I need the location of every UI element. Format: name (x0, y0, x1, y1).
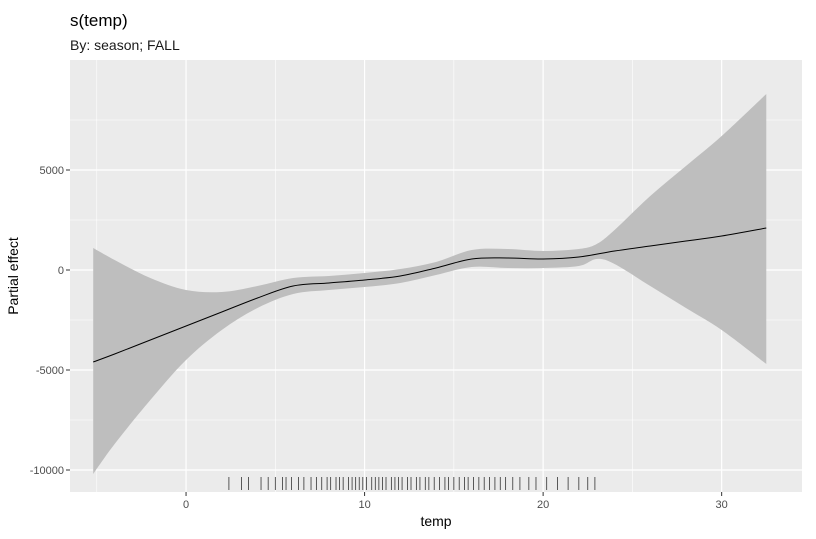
y-tick-label: -10000 (30, 465, 64, 477)
rug-marks (228, 477, 596, 490)
chart-subtitle: By: season; FALL (70, 37, 180, 53)
x-tick-label: 20 (537, 499, 549, 511)
x-tick-label: 30 (716, 499, 728, 511)
y-tick-label: 0 (58, 265, 64, 277)
smooth-fit-line (93, 227, 767, 363)
chart-title: s(temp) (70, 11, 128, 30)
x-tick-label: 10 (358, 499, 370, 511)
x-tick-label: 0 (183, 499, 189, 511)
y-axis-ticks: -10000 -5000 0 5000 (30, 165, 70, 477)
y-tick-label: -5000 (36, 365, 64, 377)
x-axis-title: temp (420, 513, 451, 529)
y-tick-label: 5000 (40, 165, 64, 177)
x-axis-ticks: 0 10 20 30 (183, 492, 728, 511)
y-axis-title: Partial effect (5, 237, 21, 315)
